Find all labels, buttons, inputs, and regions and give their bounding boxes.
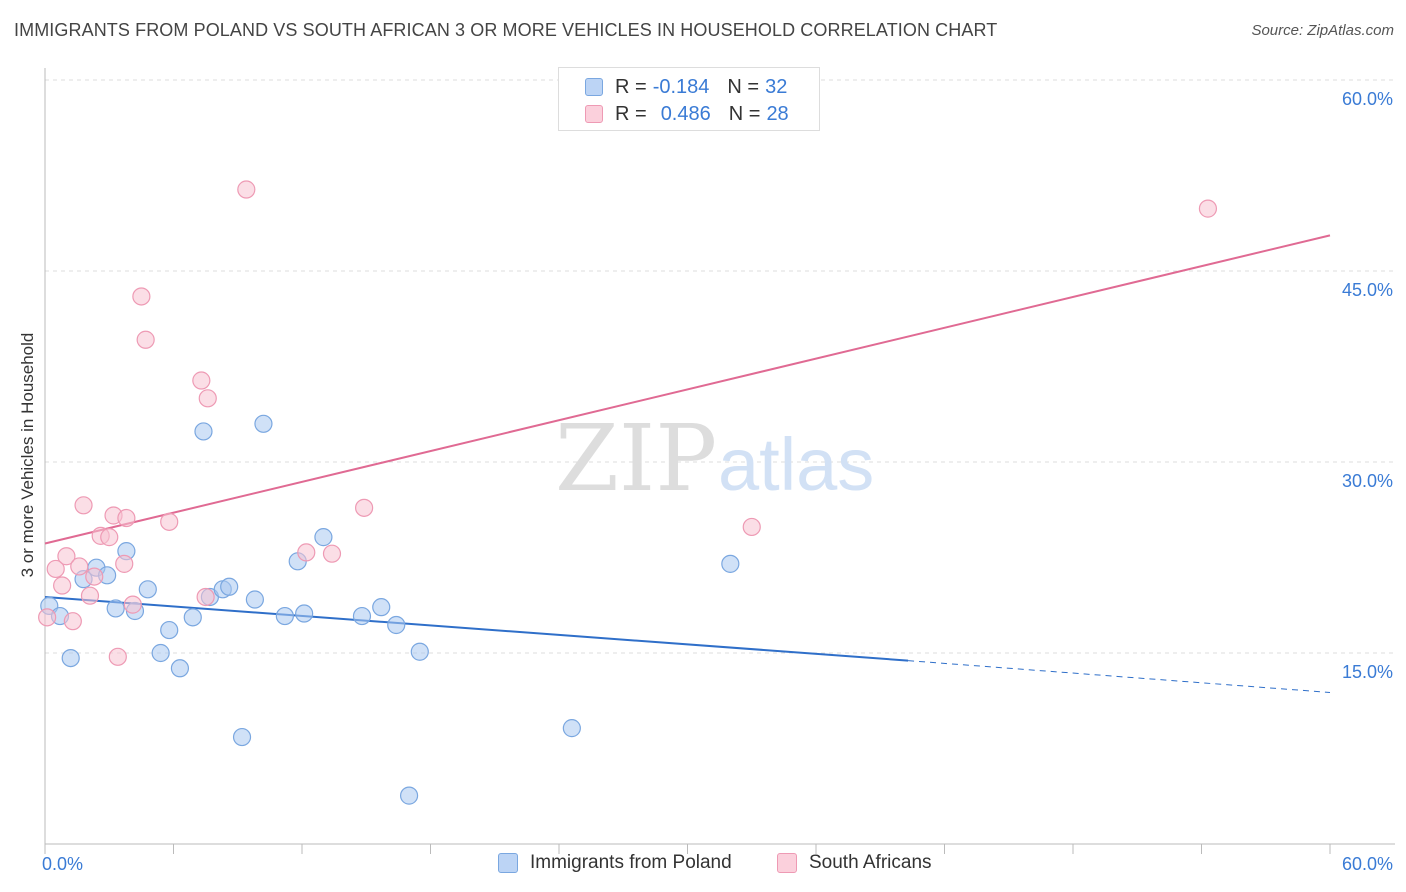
point-series-0 xyxy=(160,620,179,640)
point-series-1 xyxy=(123,595,142,614)
correlation-legend: R = -0.184 N = 32 R = 0.486 N = 28 xyxy=(558,67,820,131)
point-series-0 xyxy=(106,599,125,618)
point-series-1 xyxy=(46,559,65,579)
point-series-0 xyxy=(399,786,419,805)
y-tick-label: 15.0% xyxy=(1342,662,1393,682)
y-tick-label: 30.0% xyxy=(1342,471,1393,491)
point-series-1 xyxy=(100,528,119,547)
n-value: 32 xyxy=(765,75,788,98)
n-value: 28 xyxy=(766,102,789,125)
trend-line-1 xyxy=(44,234,1331,545)
gridlines xyxy=(45,79,1395,654)
point-series-0 xyxy=(232,727,252,747)
x-tick-label-max: 60.0% xyxy=(1342,854,1393,874)
point-series-0 xyxy=(314,528,333,547)
legend-item-poland: Immigrants from Poland xyxy=(498,852,732,874)
trend-line-extension-0 xyxy=(908,660,1331,693)
point-series-0 xyxy=(183,608,202,627)
point-series-0 xyxy=(245,590,264,609)
r-value: 0.486 xyxy=(660,102,711,125)
r-value: -0.184 xyxy=(652,75,710,98)
point-series-0 xyxy=(151,643,170,663)
y-tick-label: 60.0% xyxy=(1342,89,1393,109)
y-tick-label: 45.0% xyxy=(1342,280,1393,300)
point-series-1 xyxy=(237,180,256,199)
poland-legend-swatch xyxy=(498,853,518,873)
point-series-0 xyxy=(254,414,273,433)
watermark: ZIP atlas xyxy=(555,405,874,512)
legend-row-south-africans: R = 0.486 N = 28 xyxy=(585,103,789,125)
watermark-zip: ZIP xyxy=(555,405,717,512)
watermark-atlas: atlas xyxy=(718,423,874,506)
point-series-0 xyxy=(220,577,239,596)
data-points xyxy=(38,180,1218,805)
point-series-1 xyxy=(297,543,316,562)
point-series-1 xyxy=(74,496,93,515)
point-series-0 xyxy=(295,604,314,623)
point-series-1 xyxy=(38,608,57,627)
point-series-1 xyxy=(355,498,374,517)
point-series-0 xyxy=(194,422,213,441)
chart-title: IMMIGRANTS FROM POLAND VS SOUTH AFRICAN … xyxy=(14,20,998,40)
point-series-1 xyxy=(322,544,342,563)
trend-lines xyxy=(44,234,1331,693)
point-series-0 xyxy=(170,659,190,678)
point-series-0 xyxy=(410,642,429,661)
point-series-0 xyxy=(352,606,372,626)
point-series-0 xyxy=(61,648,80,668)
point-series-1 xyxy=(70,557,89,576)
x-tick-label-min: 0.0% xyxy=(42,854,83,874)
poland-legend-label: Immigrants from Poland xyxy=(530,852,732,873)
poland-swatch xyxy=(585,78,603,96)
n-label: N = xyxy=(727,75,760,98)
point-series-1 xyxy=(192,371,211,390)
n-label: N = xyxy=(728,102,761,125)
point-series-1 xyxy=(196,587,215,607)
point-series-1 xyxy=(80,586,100,605)
tick-labels: 15.0% 30.0% 45.0% 60.0% 0.0% 60.0% xyxy=(42,89,1393,874)
point-series-1 xyxy=(85,567,104,586)
axes xyxy=(44,68,1395,854)
point-series-0 xyxy=(387,615,406,635)
legend-item-south-africans: South Africans xyxy=(777,852,932,874)
point-series-1 xyxy=(63,612,82,631)
point-series-1 xyxy=(57,547,76,566)
point-series-1 xyxy=(742,517,761,537)
point-series-1 xyxy=(115,554,134,573)
source-label: Source: ZipAtlas.com xyxy=(1251,22,1394,39)
point-series-0 xyxy=(372,598,391,617)
legend-row-poland: R = -0.184 N = 32 xyxy=(585,76,787,98)
point-series-1 xyxy=(136,330,155,349)
r-label: R = xyxy=(615,75,647,98)
r-label: R = xyxy=(615,102,647,125)
point-series-1 xyxy=(53,576,72,595)
south-africans-swatch xyxy=(585,105,603,123)
point-series-1 xyxy=(117,508,136,528)
point-series-1 xyxy=(1198,199,1218,218)
south-africans-legend-label: South Africans xyxy=(809,852,932,873)
point-series-0 xyxy=(562,719,581,738)
south-africans-legend-swatch xyxy=(777,853,797,873)
point-series-1 xyxy=(198,389,217,408)
point-series-1 xyxy=(108,647,127,666)
point-series-0 xyxy=(275,606,294,626)
point-series-1 xyxy=(132,287,151,306)
point-series-0 xyxy=(721,554,740,573)
point-series-1 xyxy=(160,512,179,531)
point-series-0 xyxy=(138,580,157,599)
trend-line-0 xyxy=(44,595,909,662)
